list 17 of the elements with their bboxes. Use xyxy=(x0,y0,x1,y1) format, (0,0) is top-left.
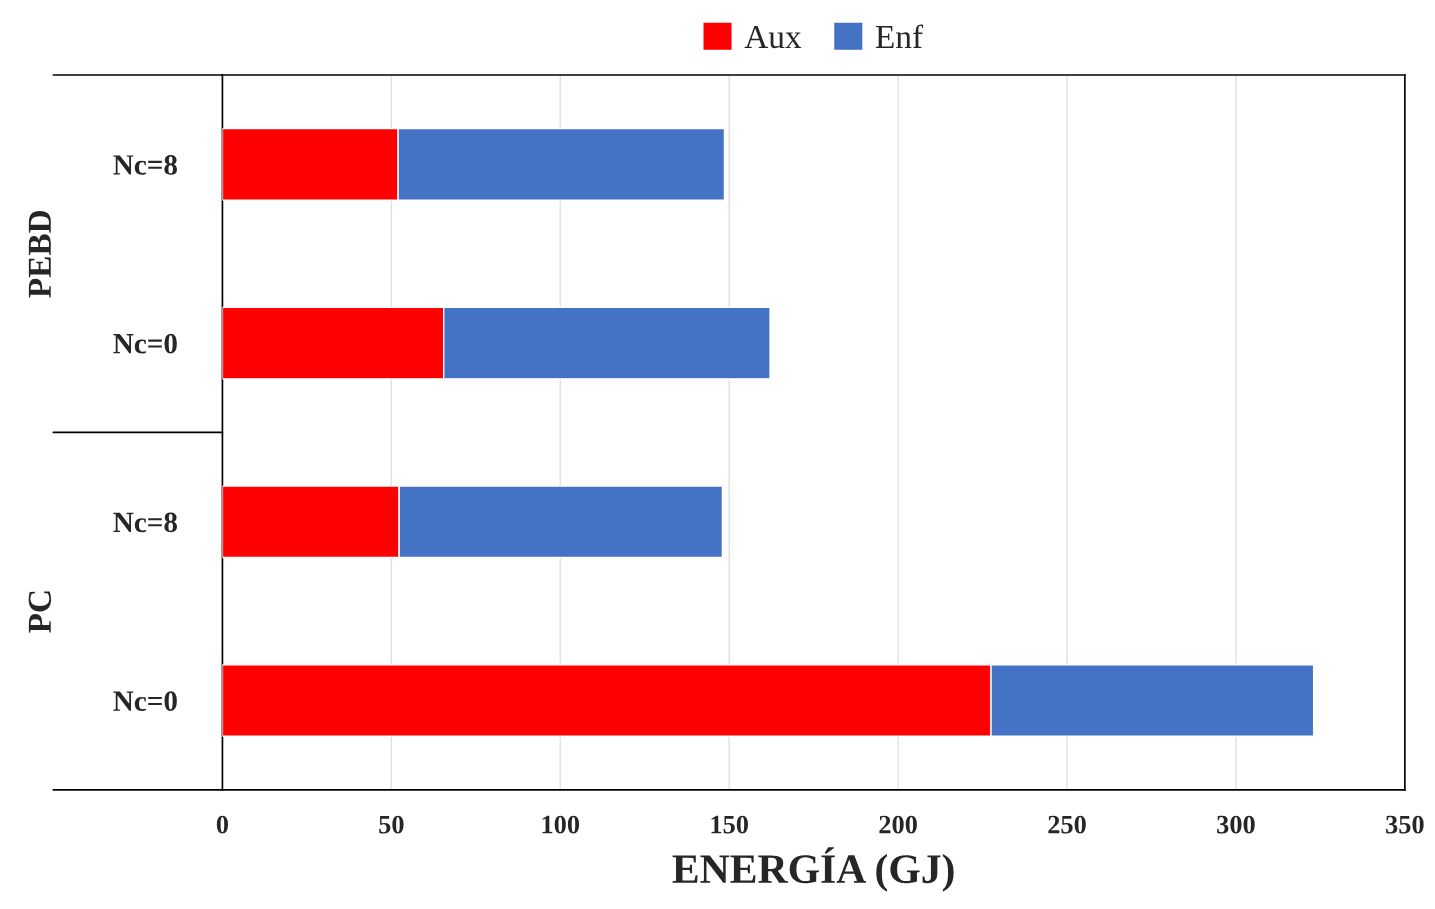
x-tick-label: 100 xyxy=(542,815,580,834)
x-axis-title: ENERGÍA (GJ) xyxy=(672,847,954,892)
legend-label: Enf xyxy=(875,24,924,48)
x-tick-label: 250 xyxy=(1048,815,1086,834)
x-tick-label: 200 xyxy=(879,815,917,834)
y-tick-label: Nc=8 xyxy=(113,512,178,533)
x-tick-label: 0 xyxy=(216,815,229,834)
legend-label: Aux xyxy=(744,25,802,49)
text: PEBD xyxy=(28,210,51,298)
x-tick-label: 50 xyxy=(379,815,404,834)
x-tick-label: 350 xyxy=(1386,815,1424,834)
x-tick-label: 300 xyxy=(1217,815,1255,834)
y-tick-label: Nc=8 xyxy=(113,155,178,175)
y-tick-label: Nc=0 xyxy=(113,691,177,711)
y-tick-label: Nc=0 xyxy=(113,333,177,354)
text: PC xyxy=(28,591,52,633)
x-tick-label: 150 xyxy=(711,815,748,834)
